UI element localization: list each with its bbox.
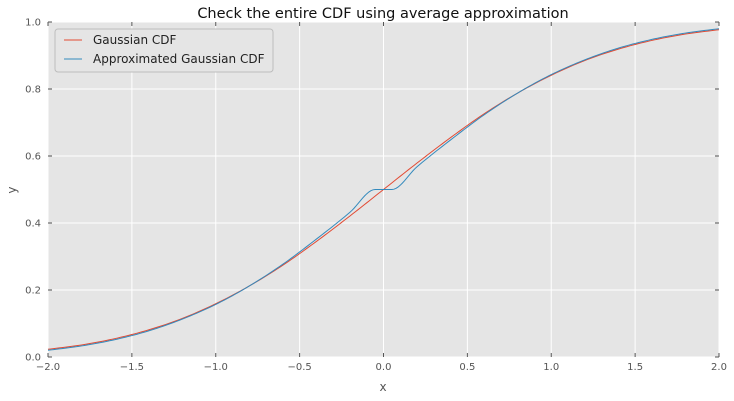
x-tick-label: 0.5	[459, 362, 475, 373]
y-tick-label: 0.6	[25, 152, 41, 163]
legend-box	[54, 28, 274, 73]
y-tick-label: 0.8	[25, 85, 41, 96]
x-tick-label: 1.0	[543, 362, 559, 373]
y-axis-label: y	[5, 186, 19, 193]
x-tick-label: 1.5	[627, 362, 643, 373]
x-tick-label: 2.0	[711, 362, 727, 373]
x-axis-label: x	[379, 380, 386, 394]
legend-label-approx: Approximated Gaussian CDF	[93, 52, 265, 66]
series-line-1	[47, 28, 720, 351]
y-tick-label: 0.0	[25, 353, 41, 364]
x-tick-label: 0.0	[376, 362, 392, 373]
x-tick-label: −2.0	[36, 362, 60, 373]
series-layer	[47, 28, 720, 351]
x-tick-label: −1.0	[204, 362, 228, 373]
y-tick-label: 0.4	[25, 219, 41, 230]
axis-ticks: −2.0 −1.5 −1.0 −0.5 0.0 0.5 1.0 1.5 2.0 0.0 0.2 0.4…	[25, 18, 727, 374]
y-tick-label: 1.0	[25, 18, 41, 29]
y-tick-label: 0.2	[25, 286, 41, 297]
x-tick-label: −0.5	[287, 362, 311, 373]
legend-label-gaussian: Gaussian CDF	[93, 33, 176, 47]
chart-title: Check the entire CDF using average appro…	[197, 6, 568, 22]
legend: Gaussian CDF Approximated Gaussian CDF	[54, 28, 274, 73]
x-tick-label: −1.5	[120, 362, 144, 373]
